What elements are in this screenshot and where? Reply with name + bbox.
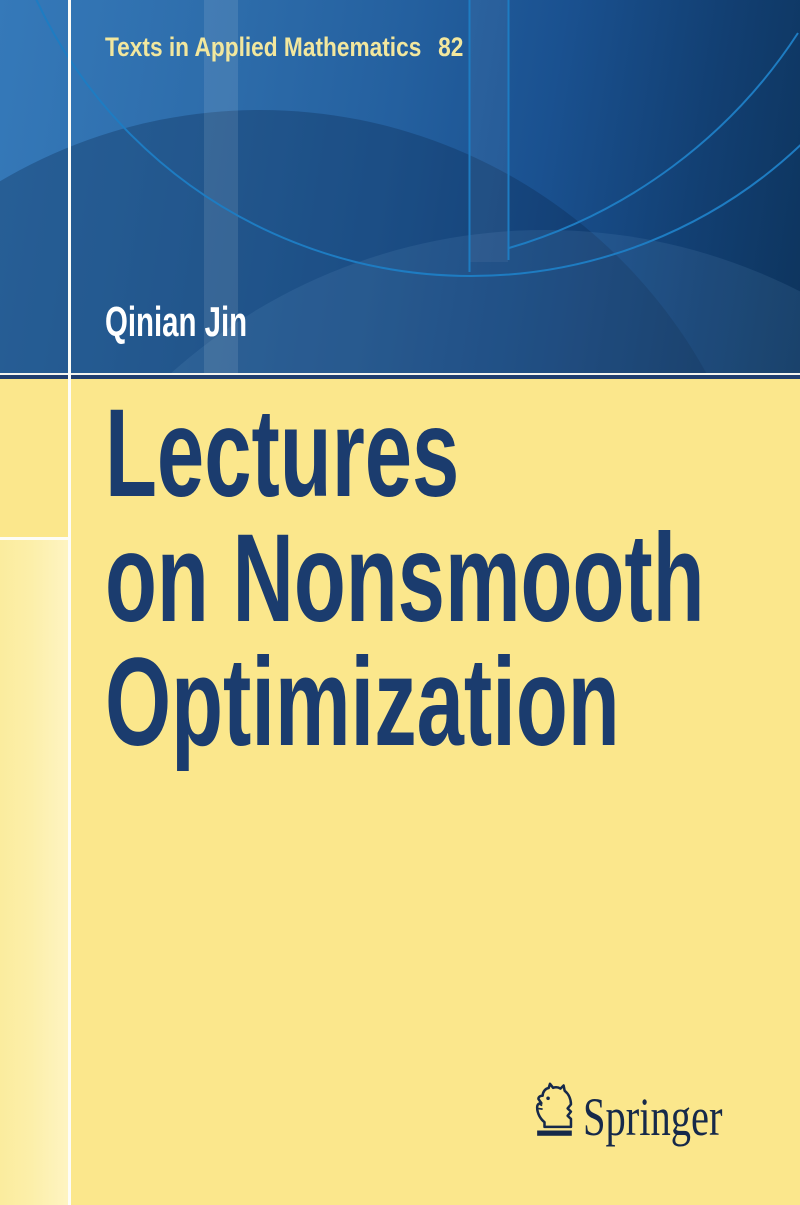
series-volume-number: 82: [438, 32, 464, 62]
arc-circle-decoration: [35, 0, 800, 277]
circles-decoration: [0, 0, 800, 373]
knight-base-bar: [537, 1130, 572, 1136]
cover-header: Texts in Applied Mathematics 82 Qinian J…: [0, 0, 800, 373]
light-band-decoration: [469, 0, 508, 262]
divider-line-white: [0, 373, 800, 375]
springer-knight-icon: [535, 1082, 573, 1136]
divider-line-navy: [0, 375, 800, 379]
left-strip-divider: [0, 537, 68, 540]
title-line: Lectures: [105, 384, 460, 523]
series-name: Texts in Applied Mathematics: [105, 32, 422, 62]
left-strip: [0, 540, 68, 1205]
knight-outline: [535, 1082, 573, 1129]
title-line: on Nonsmooth: [105, 508, 705, 648]
cover-body: [0, 379, 800, 1205]
knight-muzzle-lines: [538, 1103, 543, 1110]
light-circle-decoration: [171, 230, 800, 373]
author-name: Qinian Jin: [105, 298, 248, 345]
publisher-wordmark: Springer: [583, 1087, 723, 1147]
title-line: Optimization: [105, 633, 620, 772]
vertical-rule: [68, 0, 71, 1205]
light-band-decoration: [204, 0, 238, 373]
book-title: Lectures on Nonsmooth Optimization: [105, 384, 800, 772]
series-title: Texts in Applied Mathematics 82: [105, 34, 463, 61]
arc-decoration: [508, 32, 799, 249]
knight-eye: [546, 1096, 550, 1101]
